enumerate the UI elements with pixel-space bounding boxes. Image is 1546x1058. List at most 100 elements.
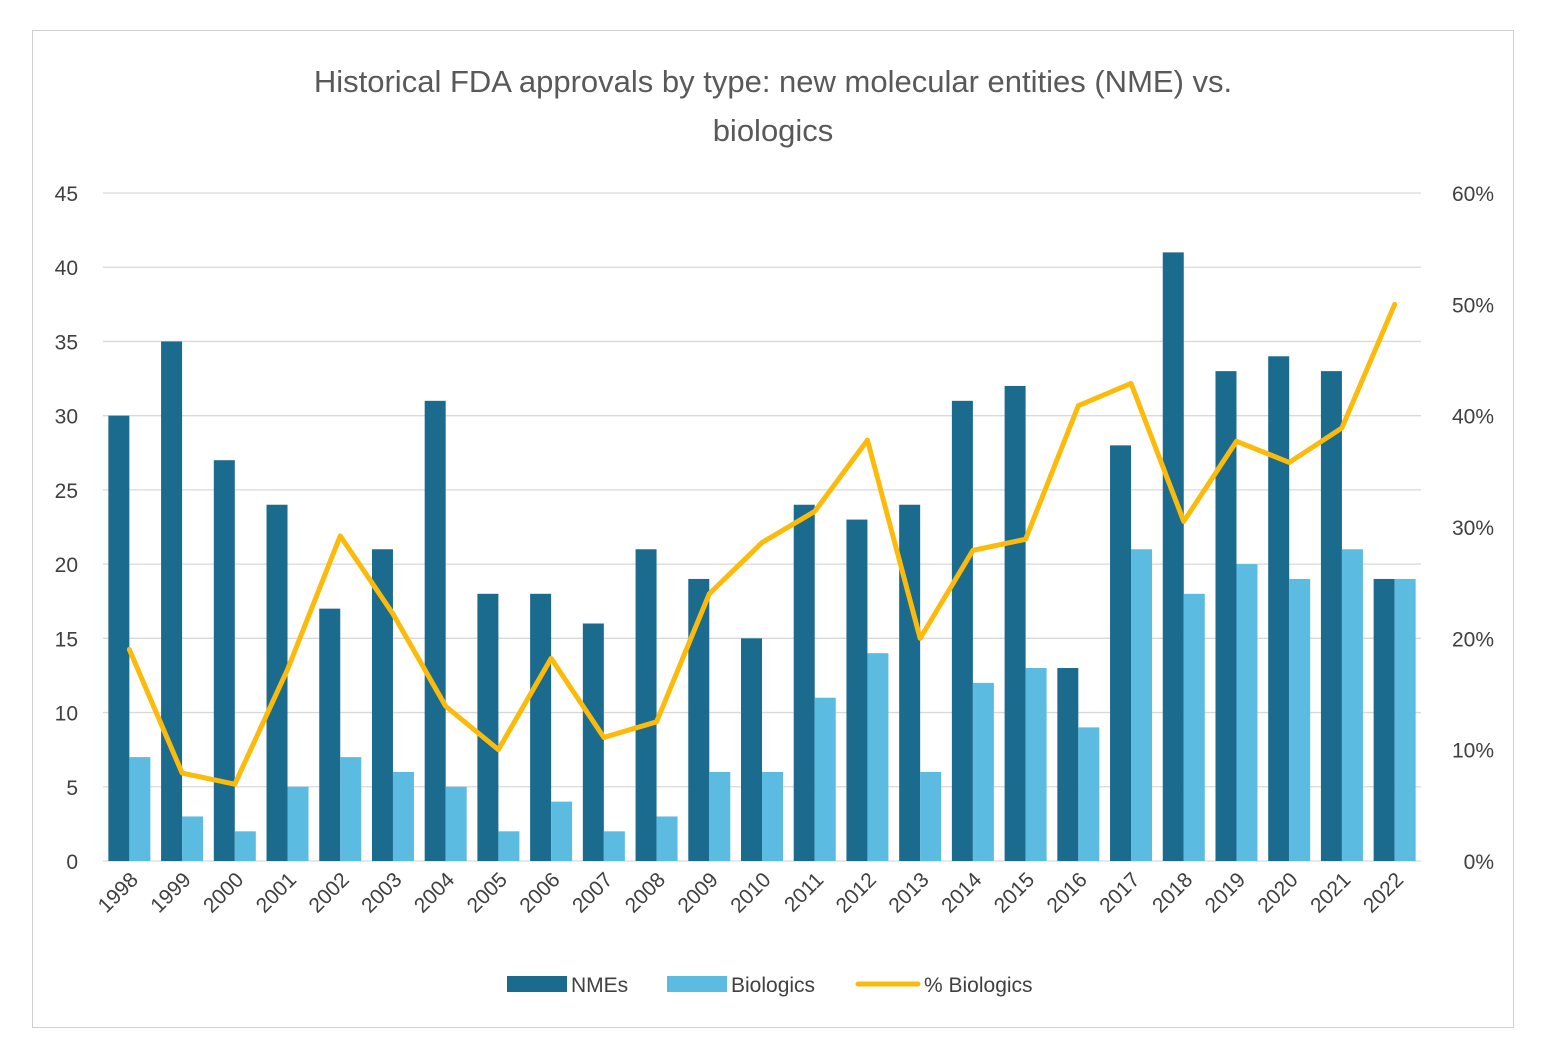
nme-bar: [899, 504, 921, 861]
nme-bar: [1110, 445, 1132, 861]
nme-bar: [108, 415, 130, 861]
biologics-bar: [445, 786, 467, 861]
nme-bar: [1373, 578, 1395, 861]
biologics-bar: [234, 831, 256, 861]
biologics-bar: [814, 697, 836, 861]
chart-title-line-1: Historical FDA approvals by type: new mo…: [314, 64, 1232, 99]
legend-swatch: [667, 976, 727, 992]
y-left-tick-label: 20: [55, 554, 78, 577]
x-tick-label: 2013: [884, 868, 933, 917]
x-tick-label: 2003: [357, 868, 406, 917]
y-axis-right: 0% 10% 20% 30% 40% 50% 60%: [1452, 183, 1494, 874]
nme-bar: [635, 549, 657, 861]
nme-bar: [1004, 385, 1026, 861]
nme-bar: [266, 504, 288, 861]
nme-bar: [1162, 252, 1184, 861]
x-tick-label: 2001: [252, 868, 301, 917]
y-right-tick-label: 60%: [1452, 183, 1494, 206]
biologics-bar: [340, 757, 362, 861]
nme-bar: [161, 341, 183, 861]
y-left-tick-label: 10: [55, 703, 78, 726]
biologics-bar: [1394, 578, 1416, 861]
biologics-bar: [762, 771, 783, 861]
nme-bar: [793, 504, 815, 861]
nme-bar: [213, 460, 235, 861]
y-right-tick-label: 30%: [1452, 517, 1494, 540]
x-tick-label: 2010: [726, 868, 775, 917]
x-tick-label: 2012: [832, 868, 881, 917]
y-left-tick-label: 30: [55, 406, 78, 429]
y-left-tick-label: 15: [55, 628, 78, 651]
x-tick-label: 2020: [1253, 868, 1302, 917]
y-right-tick-label: 50%: [1452, 294, 1494, 317]
nme-bar: [582, 623, 604, 861]
x-tick-label: 2019: [1201, 868, 1250, 917]
x-tick-label: 2007: [568, 868, 617, 917]
legend-swatch: [507, 976, 567, 992]
x-tick-label: 2018: [1148, 868, 1197, 917]
y-left-tick-label: 45: [55, 183, 78, 206]
biologics-bar: [1289, 578, 1311, 861]
nme-bar: [1057, 668, 1079, 861]
biologics-bar: [392, 771, 414, 861]
nme-bar: [477, 593, 499, 861]
nme-bar: [1215, 371, 1237, 861]
x-tick-label: 2000: [199, 868, 248, 917]
y-left-tick-label: 25: [55, 480, 78, 503]
biologics-bar: [1341, 549, 1363, 861]
x-tick-label: 2011: [780, 868, 828, 916]
bars: [108, 252, 1416, 861]
biologics-bar: [709, 771, 731, 861]
y-axis-left: 0 5 10 15 20 25 30 35 40 45: [55, 183, 78, 874]
legend: NMEs Biologics % Biologics: [507, 974, 1033, 997]
nme-bar: [319, 608, 341, 861]
legend-label: Biologics: [731, 974, 815, 997]
x-tick-label: 2004: [410, 868, 460, 918]
nme-bar: [530, 593, 552, 861]
nme-bar: [1268, 356, 1290, 861]
x-tick-label: 2002: [304, 868, 353, 917]
nme-bar: [951, 400, 973, 861]
percent-line: [126, 301, 1398, 787]
x-tick-label: 2009: [674, 868, 723, 917]
biologics-bar: [1183, 593, 1205, 861]
y-right-tick-label: 10%: [1452, 740, 1494, 763]
legend-label: NMEs: [571, 974, 628, 997]
chart-title-line-2: biologics: [713, 113, 834, 148]
biologics-bar: [1236, 564, 1258, 861]
biologics-bar: [1078, 727, 1100, 861]
x-tick-label: 2008: [621, 868, 670, 917]
x-tick-label: 1999: [146, 868, 195, 917]
nme-bar: [424, 400, 446, 861]
y-left-tick-label: 5: [66, 777, 78, 800]
y-left-tick-label: 35: [55, 331, 78, 354]
y-right-tick-label: 0%: [1464, 851, 1494, 874]
x-tick-label: 2014: [937, 868, 987, 918]
y-right-tick-label: 40%: [1452, 406, 1494, 429]
x-tick-label: 2016: [1043, 868, 1092, 917]
biologics-bar: [129, 757, 151, 861]
biologics-bar: [603, 831, 625, 861]
x-tick-label: 2005: [463, 868, 512, 917]
nme-bar: [1320, 371, 1342, 861]
biologics-bar: [656, 816, 678, 861]
y-right-tick-label: 20%: [1452, 628, 1494, 651]
nme-bar: [688, 578, 710, 861]
biologics-bar: [867, 653, 889, 861]
x-tick-label: 2015: [990, 868, 1039, 917]
x-tick-label: 2006: [515, 868, 564, 917]
biologics-bar: [498, 831, 520, 861]
legend-label: % Biologics: [924, 974, 1033, 997]
biologics-bar: [1025, 668, 1047, 861]
x-tick-label: 2017: [1095, 868, 1144, 917]
y-left-tick-label: 40: [55, 257, 78, 280]
biologics-bar: [182, 816, 204, 861]
x-tick-label: 2022: [1359, 868, 1408, 917]
x-tick-label: 2021: [1306, 868, 1355, 917]
nme-bar: [846, 519, 868, 861]
percent-biologics-line: [126, 301, 1398, 787]
y-left-tick-label: 0: [66, 851, 78, 874]
biologics-bar: [287, 786, 309, 861]
biologics-bar: [972, 682, 994, 861]
nme-bar: [371, 549, 393, 861]
